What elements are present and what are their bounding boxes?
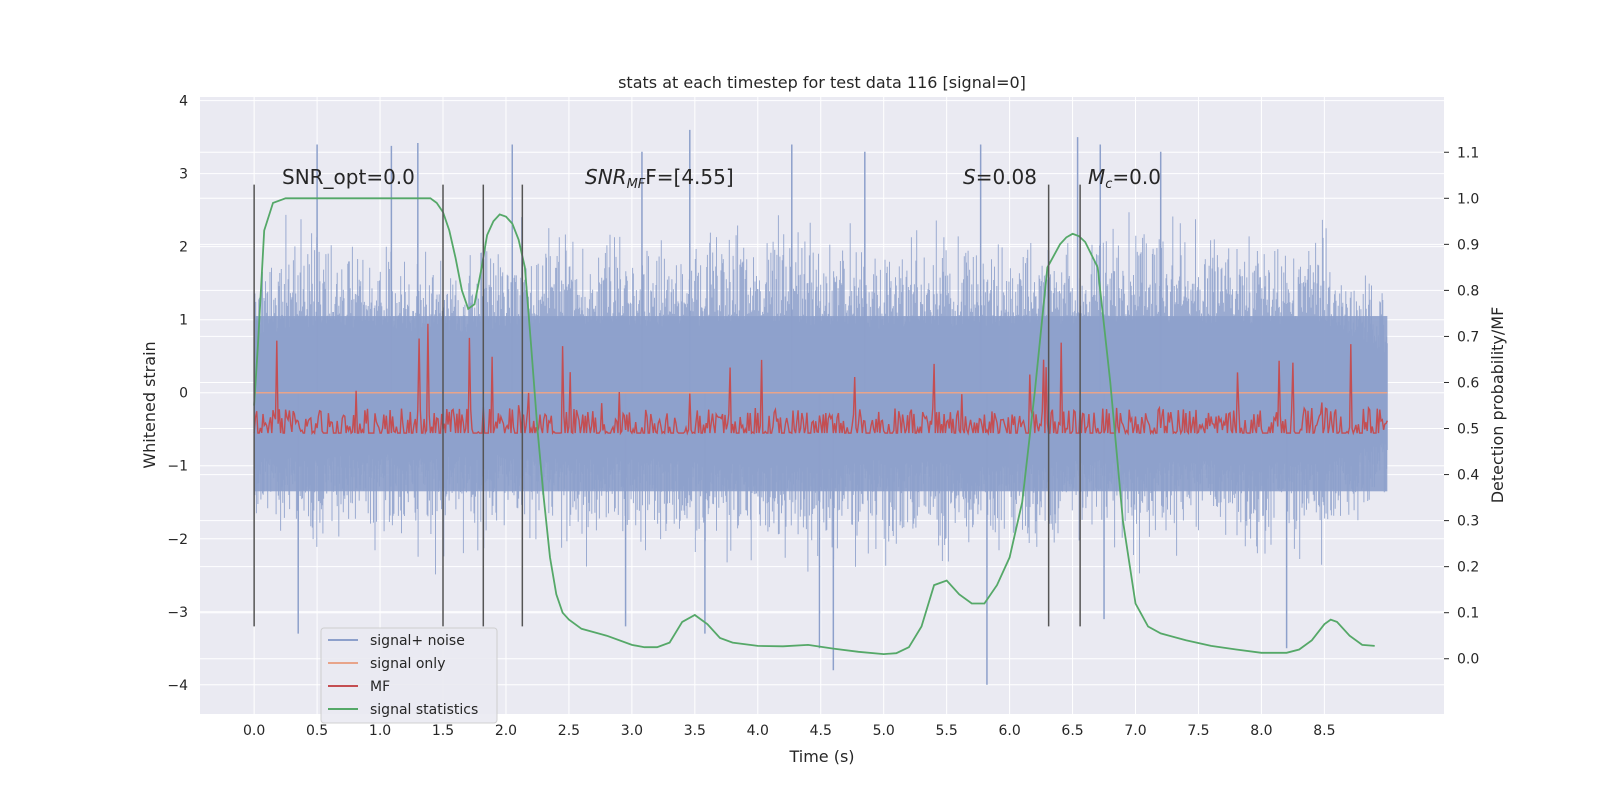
y-tick-label: −3 — [167, 605, 188, 621]
x-tick-label: 8.5 — [1313, 723, 1335, 739]
chart-title: stats at each timestep for test data 116… — [618, 73, 1026, 92]
x-tick-label: 2.5 — [558, 723, 580, 739]
annotation-s: S=0.08 — [963, 165, 1037, 189]
x-tick-label: 1.0 — [369, 723, 391, 739]
y-tick-label: 0 — [179, 386, 188, 402]
y2-tick-label: 0.6 — [1457, 375, 1479, 391]
x-tick-label: 0.5 — [306, 723, 328, 739]
y2-tick-label: 0.3 — [1457, 514, 1479, 530]
signal-statistics-series — [253, 197, 1375, 656]
y-tick-label: 1 — [179, 313, 188, 329]
legend-box — [320, 627, 498, 724]
x-tick-label: 6.5 — [1061, 723, 1083, 739]
y2-tick-label: 0.8 — [1457, 283, 1479, 299]
x-tick-label: 4.5 — [810, 723, 832, 739]
y-tick-label: 2 — [179, 240, 188, 256]
x-tick-label: 3.5 — [684, 723, 706, 739]
y2-tick-label: 0.9 — [1457, 237, 1479, 253]
legend-label-signal-noise: signal+ noise — [370, 633, 465, 649]
x-tick-label: 4.0 — [747, 723, 769, 739]
tick-labels: 0.0 0.5 1.0 1.5 2.0 2.5 3.0 3.5 4.0 4.5 5.0 5.5 6.0 6… — [167, 94, 1479, 739]
y-tick-label: −4 — [167, 678, 188, 694]
y2-tick-label: 0.5 — [1457, 422, 1479, 438]
x-tick-label: 5.5 — [936, 723, 958, 739]
y-axis-label: Whitened strain — [140, 341, 159, 468]
annotation-snr-mf: SNRMFF=[4.55] — [585, 165, 734, 192]
legend-label-signal-only: signal only — [370, 656, 445, 672]
x-tick-label: 1.5 — [432, 723, 454, 739]
y2-tick-label: 0.2 — [1457, 560, 1479, 576]
x-tick-label: 8.0 — [1250, 723, 1272, 739]
annotation-mc: Mc=0.0 — [1088, 165, 1161, 192]
y2-tick-label: 0.1 — [1457, 606, 1479, 622]
x-tick-label: 7.0 — [1124, 723, 1146, 739]
y2-axis-label: Detection probability/MF — [1488, 307, 1507, 504]
noise-core — [254, 316, 1388, 492]
legend-label-mf: MF — [370, 679, 390, 695]
y-tick-label: 4 — [179, 94, 188, 110]
legend: signal+ noise signal only MF signal stat… — [320, 627, 498, 724]
x-tick-label: 7.5 — [1187, 723, 1209, 739]
trigger-lines — [253, 184, 1081, 627]
signal-statistics-line — [253, 197, 1375, 656]
x-tick-label: 0.0 — [243, 723, 265, 739]
y2-tick-label: 0.4 — [1457, 468, 1479, 484]
x-tick-label: 3.0 — [621, 723, 643, 739]
y2-tick-label: 0.0 — [1457, 652, 1479, 668]
x-tick-label: 5.0 — [873, 723, 895, 739]
y2-tick-label: 0.7 — [1457, 329, 1479, 345]
y2-tick-label: 1.0 — [1457, 191, 1479, 207]
annotation-snr-opt: SNR_opt=0.0 — [282, 165, 415, 189]
y-tick-label: −1 — [167, 459, 188, 475]
x-tick-label: 6.0 — [998, 723, 1020, 739]
legend-label-signal-statistics: signal statistics — [370, 702, 478, 718]
y-tick-label: 3 — [179, 167, 188, 183]
x-tick-label: 2.0 — [495, 723, 517, 739]
y-tick-label: −2 — [167, 532, 188, 548]
x-axis-label: Time (s) — [788, 747, 854, 766]
y2-tick-label: 1.1 — [1457, 145, 1479, 161]
